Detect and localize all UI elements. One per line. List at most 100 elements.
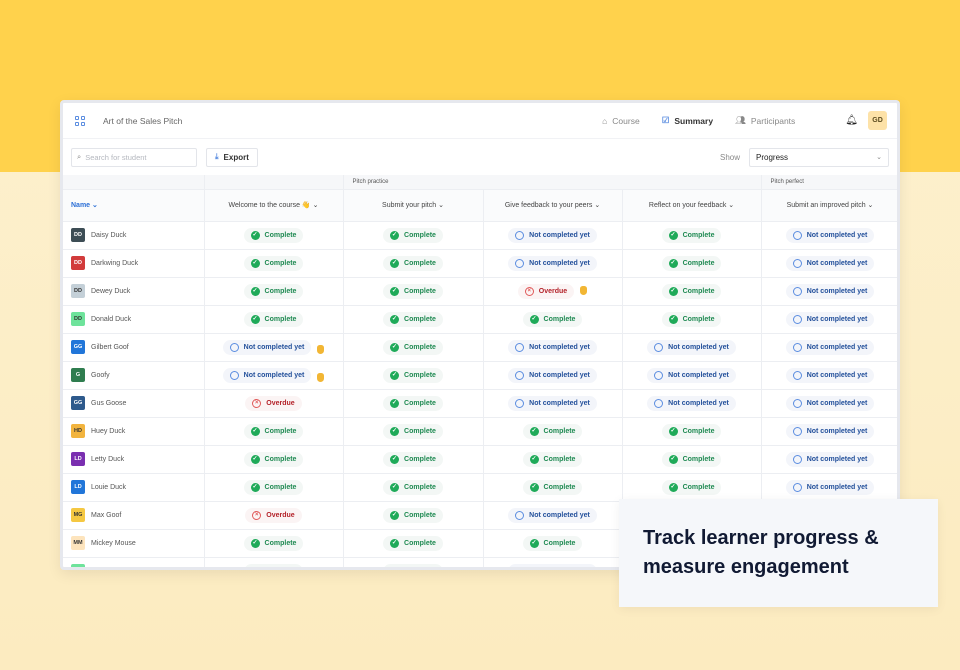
status-badge[interactable]: Not completed yet (785, 339, 875, 355)
status-badge[interactable]: ✓ Complete (383, 395, 443, 411)
status-badge[interactable]: ✓ Complete (243, 227, 304, 243)
column-header-1[interactable]: Welcome to the course 👋 ⌄ (204, 189, 344, 222)
status-badge[interactable]: Not completed yet (222, 339, 312, 355)
status-badge[interactable]: Not completed yet (508, 563, 597, 567)
student-name-cell[interactable]: DD Darkwing Duck (63, 249, 205, 278)
status-badge[interactable]: Not completed yet (222, 367, 312, 383)
student-name-cell[interactable]: LD Louie Duck (63, 473, 205, 502)
status-badge[interactable]: ✓ Complete (383, 367, 443, 383)
student-name-cell[interactable]: HD Huey Duck (63, 417, 205, 446)
status-badge[interactable]: ✓ Complete (522, 479, 583, 495)
status-badge[interactable]: ✓ Complete (383, 339, 443, 355)
status-badge[interactable]: Not completed yet (785, 227, 875, 243)
student-name-cell[interactable]: G Goofy (63, 361, 205, 390)
nudge-hand-icon[interactable] (317, 373, 325, 383)
student-name-cell[interactable]: DD Dewey Duck (63, 277, 205, 306)
status-badge[interactable]: ✓ Complete (243, 311, 304, 327)
status-badge[interactable]: ✓ Complete (243, 451, 304, 467)
nudge-hand-icon[interactable] (580, 285, 588, 295)
student-name-cell[interactable]: DD Daisy Duck (63, 221, 205, 250)
status-badge[interactable]: ✓ Complete (661, 255, 722, 271)
status-badge[interactable]: ✓ Complete (383, 563, 443, 567)
column-header-name[interactable]: Name ⌄ (63, 189, 205, 222)
status-badge[interactable]: × Overdue (245, 395, 302, 411)
status-cell: ✓ Complete (204, 249, 344, 278)
status-badge[interactable]: ✓ Complete (661, 479, 722, 495)
column-header-2[interactable]: Submit your pitch ⌄ (343, 189, 484, 222)
student-name-cell[interactable]: LD Letty Duck (63, 445, 205, 474)
column-header-5[interactable]: Submit an improved pitch ⌄ (761, 189, 897, 222)
status-cell: ✓ Complete (204, 277, 344, 306)
nav-participants[interactable]: 👥︎ Participants (735, 115, 796, 126)
status-badge[interactable]: ✓ Complete (522, 535, 583, 551)
student-name: Max Goof (91, 511, 122, 519)
status-badge[interactable]: ✓ Complete (383, 311, 443, 327)
status-badge[interactable]: Not completed yet (785, 479, 875, 495)
status-label: Complete (682, 455, 715, 463)
status-badge[interactable]: Not completed yet (508, 507, 597, 523)
status-badge[interactable]: Not completed yet (508, 395, 597, 411)
x-circle-icon: × (252, 398, 262, 408)
nav-course[interactable]: ⌂ Course (602, 115, 640, 126)
student-name-cell[interactable] (63, 557, 205, 567)
status-badge[interactable]: ✓ Complete (383, 507, 443, 523)
status-badge[interactable]: ✓ Complete (243, 423, 304, 439)
status-badge[interactable]: Not completed yet (508, 227, 597, 243)
status-badge[interactable]: ✓ Complete (522, 311, 583, 327)
status-badge[interactable]: ✓ Complete (383, 255, 443, 271)
show-select[interactable]: Progress ⌄ (749, 147, 889, 167)
status-badge[interactable]: ✓ Complete (522, 451, 583, 467)
status-badge[interactable]: × Overdue (517, 283, 575, 299)
status-badge[interactable]: ✓ Complete (243, 283, 304, 299)
status-badge[interactable]: ✓ Complete (383, 479, 443, 495)
status-badge[interactable]: Not completed yet (785, 395, 875, 411)
column-header-label: Reflect on your feedback (648, 202, 727, 209)
nudge-hand-icon[interactable] (317, 345, 325, 355)
status-badge[interactable]: ✓ Complete (243, 479, 304, 495)
status-badge[interactable]: ✓ Complete (243, 255, 304, 271)
status-badge[interactable]: ✓ Complete (383, 451, 443, 467)
status-badge[interactable]: Not completed yet (785, 423, 875, 439)
status-label: Not completed yet (806, 315, 868, 323)
status-badge[interactable]: Not completed yet (647, 339, 736, 355)
status-badge[interactable]: ✓ Complete (661, 283, 722, 299)
status-badge[interactable]: Not completed yet (785, 311, 875, 327)
status-badge[interactable]: × Overdue (245, 507, 302, 523)
status-badge[interactable]: Not completed yet (508, 367, 597, 383)
status-badge[interactable]: Not completed yet (508, 255, 597, 271)
status-cell: ✓ Complete (343, 557, 484, 567)
status-badge[interactable]: ✓ Complete (383, 535, 443, 551)
student-name-cell[interactable]: DD Donald Duck (63, 305, 205, 334)
status-badge[interactable]: ✓ Complete (661, 423, 722, 439)
status-badge[interactable]: Not completed yet (647, 367, 736, 383)
status-badge[interactable]: ✓ Complete (661, 451, 722, 467)
status-badge[interactable]: ✓ Complete (383, 227, 443, 243)
apps-grid-icon[interactable] (75, 115, 85, 126)
student-name-cell[interactable]: GG Gilbert Goof (63, 333, 205, 362)
status-badge[interactable]: ✓ Complete (383, 283, 443, 299)
status-badge[interactable]: Not completed yet (785, 255, 875, 271)
status-badge[interactable]: Not completed yet (647, 395, 736, 411)
status-badge[interactable]: ✓ Complete (383, 423, 443, 439)
status-badge[interactable]: ✓ Complete (522, 423, 583, 439)
status-badge[interactable]: Not completed yet (785, 367, 875, 383)
nav-summary[interactable]: ☑ Summary (661, 115, 714, 126)
column-header-4[interactable]: Reflect on your feedback ⌄ (622, 189, 762, 222)
status-badge[interactable]: ✓ Complete (661, 311, 722, 327)
bell-icon[interactable]: 🔔︎ (845, 115, 858, 126)
status-label: Not completed yet (529, 259, 590, 267)
column-header-3[interactable]: Give feedback to your peers ⌄ (483, 189, 623, 222)
status-badge[interactable]: Not completed yet (785, 283, 875, 299)
student-name-cell[interactable]: MM Mickey Mouse (63, 529, 205, 558)
status-badge[interactable]: Not completed yet (785, 451, 875, 467)
status-badge[interactable]: ✓ Complete (243, 535, 304, 551)
user-avatar[interactable]: GD (868, 111, 887, 130)
student-name-cell[interactable]: MG Max Goof (63, 501, 205, 530)
student-name: Dewey Duck (91, 287, 131, 295)
status-badge[interactable]: ✓ Complete (661, 227, 722, 243)
status-badge[interactable]: ✓ Complete (243, 563, 304, 567)
student-name-cell[interactable]: GG Gus Goose (63, 389, 205, 418)
search-input[interactable]: ⌕ Search for student (71, 147, 197, 167)
export-button[interactable]: ⤓ Export (206, 147, 258, 167)
status-badge[interactable]: Not completed yet (508, 339, 597, 355)
